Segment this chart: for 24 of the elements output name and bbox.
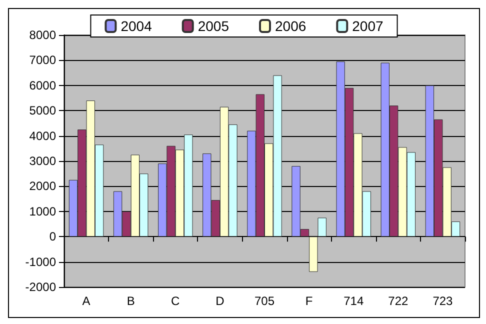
legend-label: 2007: [352, 18, 384, 34]
x-tick-label: 705: [254, 294, 275, 308]
x-tick-label: C: [171, 294, 180, 308]
y-tick-label: 5000: [29, 104, 56, 118]
y-tick-label: 8000: [29, 28, 56, 42]
x-tick-label: F: [305, 294, 313, 308]
y-tick-label: 2000: [29, 179, 56, 194]
x-tick-label: 714: [344, 294, 364, 308]
x-tick-label: 723: [432, 294, 454, 308]
y-tick-label: 4000: [29, 128, 56, 143]
legend-label: 2005: [198, 18, 230, 34]
x-tick-label: B: [126, 294, 135, 308]
y-tick-label: 6000: [29, 78, 56, 92]
x-tick-label: A: [82, 294, 90, 308]
y-tick-label: -2000: [25, 280, 56, 294]
y-tick-label: 7000: [29, 53, 56, 68]
legend-label: 2006: [275, 18, 306, 34]
x-tick-label: D: [216, 294, 225, 308]
y-tick-label: -1000: [25, 254, 56, 269]
y-tick-label: 3000: [29, 154, 56, 168]
x-tick-label: 722: [388, 294, 408, 308]
legend-label: 2004: [120, 18, 152, 34]
y-tick-label: 0: [49, 230, 56, 244]
y-tick-label: 1000: [29, 204, 56, 218]
